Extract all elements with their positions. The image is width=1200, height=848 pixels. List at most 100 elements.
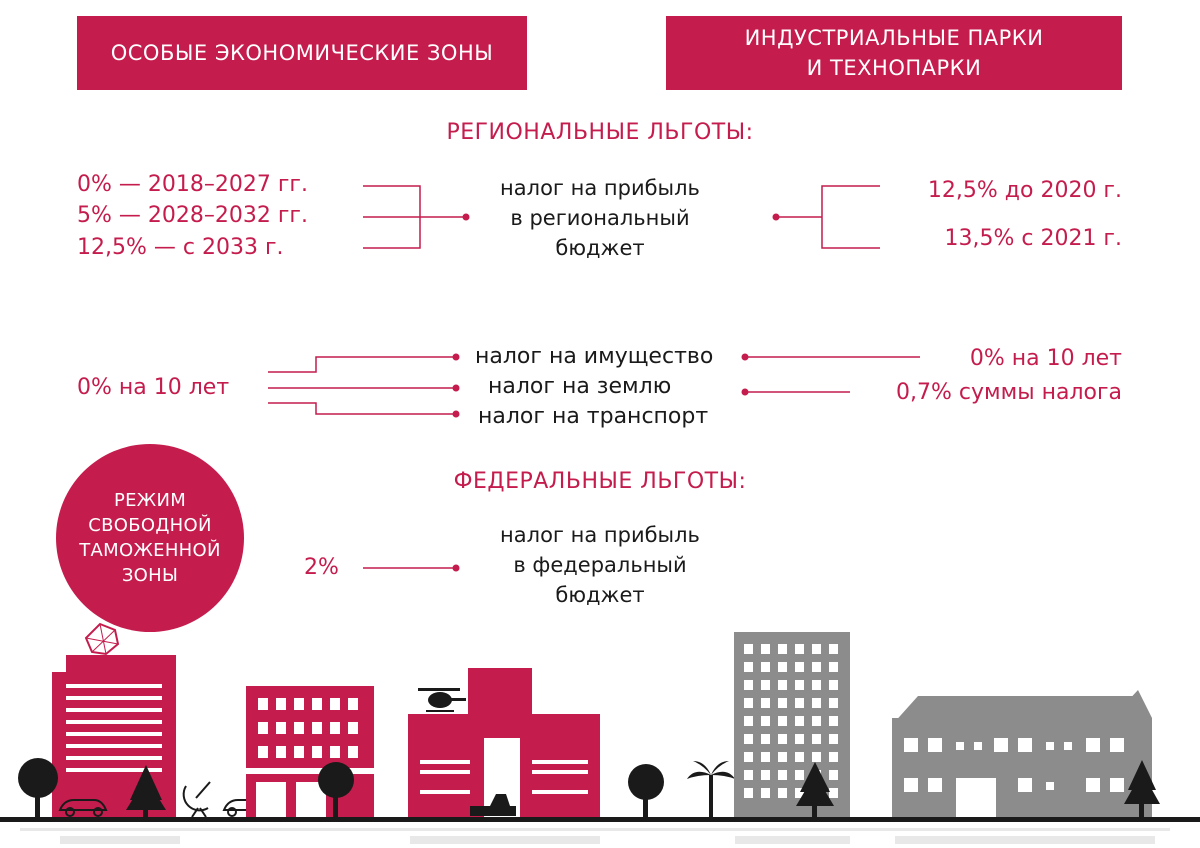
city-skyline-illustration [0,622,1200,844]
window [744,698,753,708]
gray-townhouse-building [892,690,1152,817]
window [778,752,787,762]
window [778,734,787,744]
profit-center-line-3: бюджет [555,236,645,260]
window [744,788,753,798]
dot-profit-left [462,213,470,221]
customs-line-4: ЗОНЫ [121,565,179,586]
window [795,698,804,708]
window [795,770,804,780]
federal-center-line-2: в федеральный [513,553,687,577]
window [778,770,787,780]
window [795,788,804,798]
dot-profit-right [772,213,780,221]
window [812,752,821,762]
dot-property-right-2 [741,388,749,396]
profit-right-item-2: 13,5% с 2021 г. [944,226,1122,251]
pink-fire-station-building [408,668,600,817]
window [778,662,787,672]
window [829,644,838,654]
window [744,770,753,780]
window [744,716,753,726]
window [812,734,821,744]
property-tax-label: налог на имущество [475,344,714,369]
header-right-line-1: ИНДУСТРИАЛЬНЫЕ ПАРКИ [744,26,1044,50]
window [744,662,753,672]
profit-tax-regional-label: налог на прибыль в региональный бюджет [470,173,730,263]
profit-left-bracket [363,185,466,249]
window [761,788,770,798]
window [778,698,787,708]
window [812,662,821,672]
window [812,680,821,690]
pink-tower-building [52,622,176,817]
helicopter-icon [418,688,466,712]
federal-center-line-1: налог на прибыль [500,523,700,547]
federal-center-line-3: бюджет [555,583,645,607]
regional-title: РЕГИОНАЛЬНЫЕ ЛЬГОТЫ: [446,120,754,145]
profit-left-item-3: 12,5% — с 2033 г. [77,235,284,260]
palm-tree-icon [687,761,735,817]
profit-left-item-1: 0% — 2018–2027 гг. [77,172,308,197]
customs-line-2: СВОБОДНОЙ [88,515,212,536]
property-right-item-1: 0% на 10 лет [969,346,1122,371]
profit-right-item-1: 12,5% до 2020 г. [927,178,1122,203]
window [744,734,753,744]
header-industrial-parks: ИНДУСТРИАЛЬНЫЕ ПАРКИ И ТЕХНОПАРКИ [666,16,1122,90]
window [778,644,787,654]
window [812,644,821,654]
dot-property-1 [452,353,460,361]
federal-title: ФЕДЕРАЛЬНЫЕ ЛЬГОТЫ: [453,469,747,494]
window [795,680,804,690]
window [744,752,753,762]
window [761,734,770,744]
window [761,752,770,762]
dot-property-3 [452,410,460,418]
window [778,680,787,690]
window [795,734,804,744]
pink-office-building [246,686,374,817]
free-customs-zone-badge: РЕЖИМ СВОБОДНОЙ ТАМОЖЕННОЙ ЗОНЫ [56,444,244,632]
window [744,644,753,654]
gray-tower-building [734,632,850,817]
profit-center-line-1: налог на прибыль [500,176,700,200]
window [761,716,770,726]
dot-property-2 [452,384,460,392]
property-right-item-2: 0,7% суммы налога [896,380,1122,405]
header-special-economic-zones: ОСОБЫЕ ЭКОНОМИЧЕСКИЕ ЗОНЫ [77,16,527,90]
tree-pine-icon [796,762,834,817]
profit-right-bracket [776,185,880,249]
dot-property-right-1 [741,353,749,361]
header-left-label: ОСОБЫЕ ЭКОНОМИЧЕСКИЕ ЗОНЫ [110,41,494,65]
window [744,680,753,690]
window [795,752,804,762]
federal-left-value: 2% [304,555,339,580]
tree-pine-right-icon [1124,760,1160,817]
window [829,770,838,780]
customs-line-1: РЕЖИМ [113,490,187,511]
window [778,716,787,726]
window [778,788,787,798]
window [761,662,770,672]
window [829,752,838,762]
profit-left-item-2: 5% — 2028–2032 гг. [77,203,308,228]
window [829,734,838,744]
ground-line [0,817,1200,822]
tree-right-icon [628,764,664,817]
profit-tax-federal-label: налог на прибыль в федеральный бюджет [470,520,730,610]
customs-line-3: ТАМОЖЕННОЙ [79,540,221,561]
transport-tax-label: налог на транспорт [478,404,709,429]
header-right-line-2: И ТЕХНОПАРКИ [806,56,982,80]
window [795,716,804,726]
tree-middle-icon [318,762,354,817]
window [829,788,838,798]
window [829,698,838,708]
property-left-bracket [268,356,456,415]
window [812,716,821,726]
window [829,716,838,726]
reflection [20,828,1170,844]
window [812,698,821,708]
tree-left-icon [18,758,166,817]
window [761,770,770,780]
